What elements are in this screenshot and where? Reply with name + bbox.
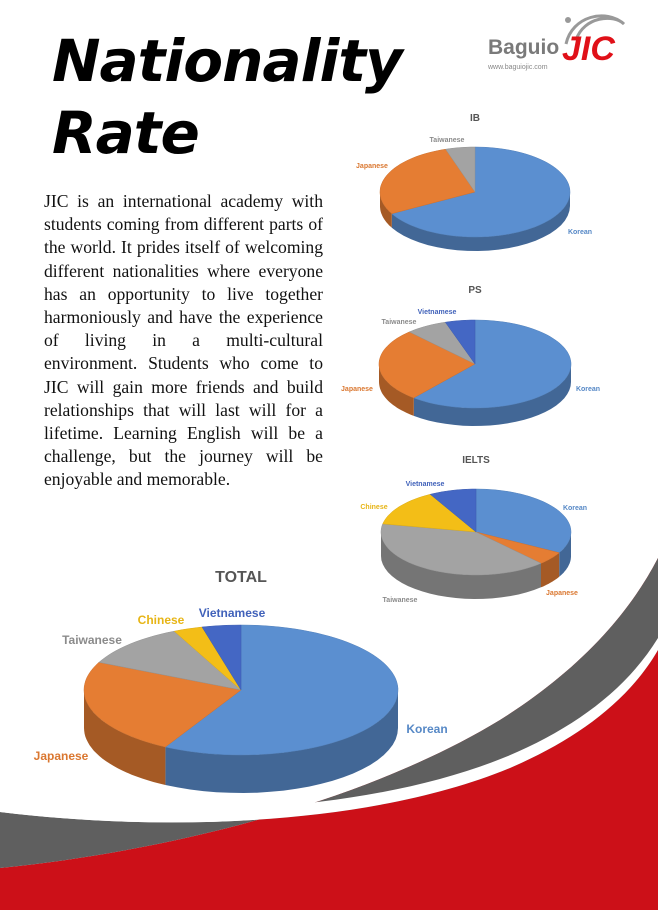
slice-korean <box>164 624 399 756</box>
data-label-japanese: Japanese <box>356 163 388 170</box>
slice-korean <box>391 146 571 238</box>
chart-title: IELTS <box>462 455 490 466</box>
slice-vietnamese <box>201 624 242 691</box>
data-label-korean: Korean <box>576 386 600 393</box>
slice-chinese <box>382 494 477 533</box>
slice-vietnamese <box>429 488 477 533</box>
slice-korean <box>413 319 572 409</box>
slice-japanese <box>379 148 476 214</box>
slice-side-japanese <box>379 364 414 416</box>
slice-side-korean <box>165 690 398 793</box>
data-label-chinese: Chinese <box>360 504 387 511</box>
data-label-korean: Korean <box>568 229 592 236</box>
chart-title: IB <box>470 113 480 124</box>
slice-taiwanese <box>408 321 476 365</box>
chart-title: TOTAL <box>215 569 267 586</box>
slice-side-korean <box>391 192 570 251</box>
logo-name-jic: JIC <box>562 30 615 68</box>
red-swoosh <box>0 558 658 910</box>
slice-vietnamese <box>444 319 476 365</box>
logo-url: www.baguiojic.com <box>488 64 548 71</box>
slice-side-korean <box>413 364 571 426</box>
data-label-japanese: Japanese <box>34 749 89 763</box>
pie-chart-total: TOTAL Korean Japanese Taiwanese Chinese Vietn… <box>34 569 448 793</box>
slice-side-taiwanese <box>381 532 541 599</box>
slice-japanese <box>378 331 476 399</box>
data-label-taiwanese: Taiwanese <box>382 319 417 326</box>
slice-taiwanese <box>445 146 476 193</box>
slice-japanese <box>475 531 560 564</box>
pie-chart-ib: IB Korean Japanese Taiwanese <box>356 113 592 251</box>
data-label-korean: Korean <box>563 505 587 512</box>
slice-side-japanese <box>84 690 166 785</box>
chart-title: PS <box>468 285 482 296</box>
pie-chart-ielts: IELTS Korean Japanese Taiwanese Chinese Vietn… <box>360 455 587 604</box>
slice-korean <box>475 488 572 553</box>
data-label-vietnamese: Vietnamese <box>199 606 266 620</box>
data-label-vietnamese: Vietnamese <box>418 309 457 316</box>
data-label-korean: Korean <box>406 722 447 736</box>
data-label-chinese: Chinese <box>138 613 185 627</box>
data-label-taiwanese: Taiwanese <box>430 137 465 144</box>
data-label-vietnamese: Vietnamese <box>406 481 445 488</box>
data-label-taiwanese: Taiwanese <box>62 633 122 647</box>
page-title-line2: Rate <box>52 99 200 167</box>
logo: Baguio JIC www.baguiojic.com <box>484 4 634 84</box>
slice-side-korean <box>559 532 571 577</box>
data-label-japanese: Japanese <box>341 386 373 393</box>
data-label-japanese: Japanese <box>546 590 578 597</box>
slice-taiwanese <box>380 523 542 576</box>
intro-paragraph: JIC is an international academy with stu… <box>44 191 323 490</box>
page-title-line1: Nationality <box>52 27 403 95</box>
data-label-taiwanese: Taiwanese <box>383 597 418 604</box>
slice-japanese <box>83 662 242 748</box>
logo-swoosh-icon <box>564 14 626 45</box>
slice-taiwanese <box>98 630 242 691</box>
slice-side-japanese <box>380 192 392 228</box>
logo-name-baguio: Baguio <box>488 36 560 59</box>
